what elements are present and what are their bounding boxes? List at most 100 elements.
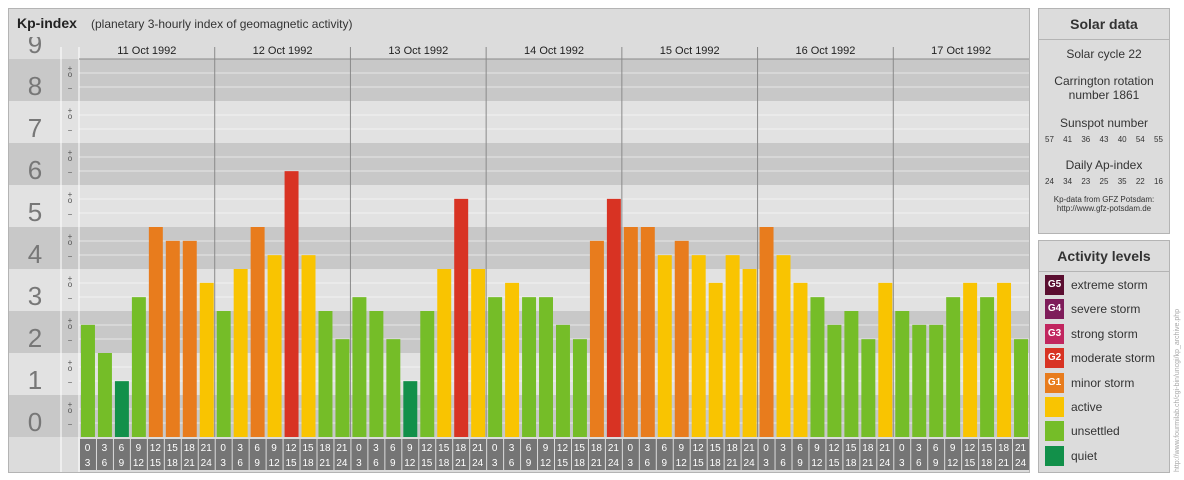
- interval-label-bg: [113, 439, 130, 470]
- interval-start-label: 21: [201, 443, 213, 454]
- interval-label-bg: [521, 439, 538, 470]
- interval-start-label: 18: [727, 443, 739, 454]
- y-minor-tick: −: [68, 294, 73, 303]
- kp-bar: [81, 324, 95, 437]
- interval-start-label: 0: [628, 443, 634, 454]
- y-minor-tick: +: [68, 358, 73, 367]
- interval-start-label: 9: [543, 443, 549, 454]
- interval-start-label: 6: [119, 443, 125, 454]
- kp-chart-panel: Kp-index (planetary 3-hourly index of ge…: [8, 8, 1030, 473]
- sunspot-values: 57 41 36 43 40 54 55: [1039, 130, 1169, 144]
- kp-bar: [878, 282, 893, 437]
- interval-start-label: 0: [356, 443, 362, 454]
- interval-start-label: 3: [509, 443, 515, 454]
- interval-start-label: 21: [472, 443, 484, 454]
- y-minor-tick: o: [68, 196, 73, 205]
- y-tick-label: 4: [28, 239, 42, 269]
- interval-end-label: 18: [845, 458, 857, 469]
- ap-value: 24: [1045, 177, 1054, 186]
- kp-bar: [640, 227, 655, 437]
- interval-label-bg: [639, 439, 656, 470]
- interval-end-label: 12: [811, 458, 823, 469]
- interval-label-bg: [555, 439, 571, 470]
- interval-label-bg: [605, 439, 622, 470]
- interval-label-bg: [996, 439, 1013, 470]
- interval-start-label: 0: [763, 443, 769, 454]
- day-label: 16 Oct 1992: [795, 45, 855, 57]
- interval-label-bg: [877, 439, 894, 470]
- interval-end-label: 9: [797, 458, 803, 469]
- interval-end-label: 9: [119, 458, 125, 469]
- kp-bar: [810, 297, 825, 437]
- kp-bar: [199, 282, 214, 437]
- kp-bar: [657, 255, 672, 437]
- interval-end-label: 3: [220, 458, 226, 469]
- day-label: 12 Oct 1992: [253, 45, 313, 57]
- ap-value: 22: [1135, 177, 1145, 186]
- kp-bar: [148, 227, 163, 437]
- interval-end-label: 24: [879, 458, 891, 469]
- interval-start-label: 18: [591, 443, 603, 454]
- y-minor-tick: +: [68, 400, 73, 409]
- interval-label-bg: [843, 439, 860, 470]
- legend-swatch: [1045, 421, 1064, 442]
- solar-cycle: Solar cycle 22: [1066, 47, 1142, 61]
- kp-bar: [1014, 339, 1028, 437]
- interval-label-bg: [826, 439, 843, 470]
- kp-bar: [708, 282, 723, 437]
- y-tick-label: 8: [28, 71, 42, 101]
- interval-start-label: 21: [1015, 443, 1027, 454]
- interval-end-label: 9: [254, 458, 260, 469]
- interval-label-bg: [962, 439, 979, 470]
- y-tick-label: 0: [28, 407, 42, 437]
- kp-bar: [861, 339, 876, 437]
- interval-start-label: 12: [421, 443, 433, 454]
- ap-value: 25: [1099, 177, 1109, 186]
- interval-end-label: 18: [710, 458, 722, 469]
- interval-end-label: 9: [933, 458, 939, 469]
- interval-start-label: 0: [492, 443, 498, 454]
- sunspot-value: 54: [1135, 135, 1145, 144]
- interval-label-bg: [588, 439, 605, 470]
- interval-label-bg: [419, 439, 436, 470]
- kp-bar: [793, 282, 808, 437]
- interval-end-label: 21: [591, 458, 603, 469]
- day-label: 17 Oct 1992: [931, 45, 991, 57]
- interval-end-label: 21: [998, 458, 1010, 469]
- interval-end-label: 12: [133, 458, 145, 469]
- legend-label: moderate storm: [1071, 351, 1156, 366]
- interval-start-label: 3: [645, 443, 651, 454]
- legend-label: active: [1071, 400, 1103, 414]
- interval-label-bg: [317, 439, 334, 470]
- kp-bar: [674, 240, 689, 437]
- y-minor-tick: −: [68, 210, 73, 219]
- interval-label-bg: [1013, 439, 1029, 470]
- kp-bar: [522, 297, 537, 437]
- y-tick-label: 7: [28, 113, 42, 143]
- kp-bar: [725, 255, 740, 437]
- y-tick-label: 1: [28, 365, 42, 395]
- y-minor-tick: −: [68, 336, 73, 345]
- interval-end-label: 6: [509, 458, 515, 469]
- interval-label-bg: [164, 439, 181, 470]
- solar-data-heading: Solar data: [1039, 9, 1169, 40]
- interval-label-bg: [198, 439, 215, 470]
- interval-end-label: 21: [319, 458, 331, 469]
- legend-swatch: [1045, 445, 1064, 466]
- interval-start-label: 6: [933, 443, 939, 454]
- kp-band: [9, 59, 1029, 101]
- day-label: 14 Oct 1992: [524, 45, 584, 57]
- interval-end-label: 6: [645, 458, 651, 469]
- interval-start-label: 9: [136, 443, 142, 454]
- interval-label-bg: [96, 439, 113, 470]
- interval-start-label: 12: [150, 443, 162, 454]
- kp-bar: [963, 282, 978, 437]
- y-minor-tick: o: [68, 406, 73, 415]
- source-watermark: http://www.fourmilab.ch/cgi-bin/uncgi/kp…: [1174, 308, 1181, 472]
- interval-label-bg: [130, 439, 147, 470]
- interval-label-bg: [368, 439, 385, 470]
- interval-label-bg: [147, 439, 164, 470]
- interval-start-label: 3: [373, 443, 379, 454]
- sunspot-value: 55: [1154, 135, 1163, 144]
- kp-bar: [233, 269, 248, 437]
